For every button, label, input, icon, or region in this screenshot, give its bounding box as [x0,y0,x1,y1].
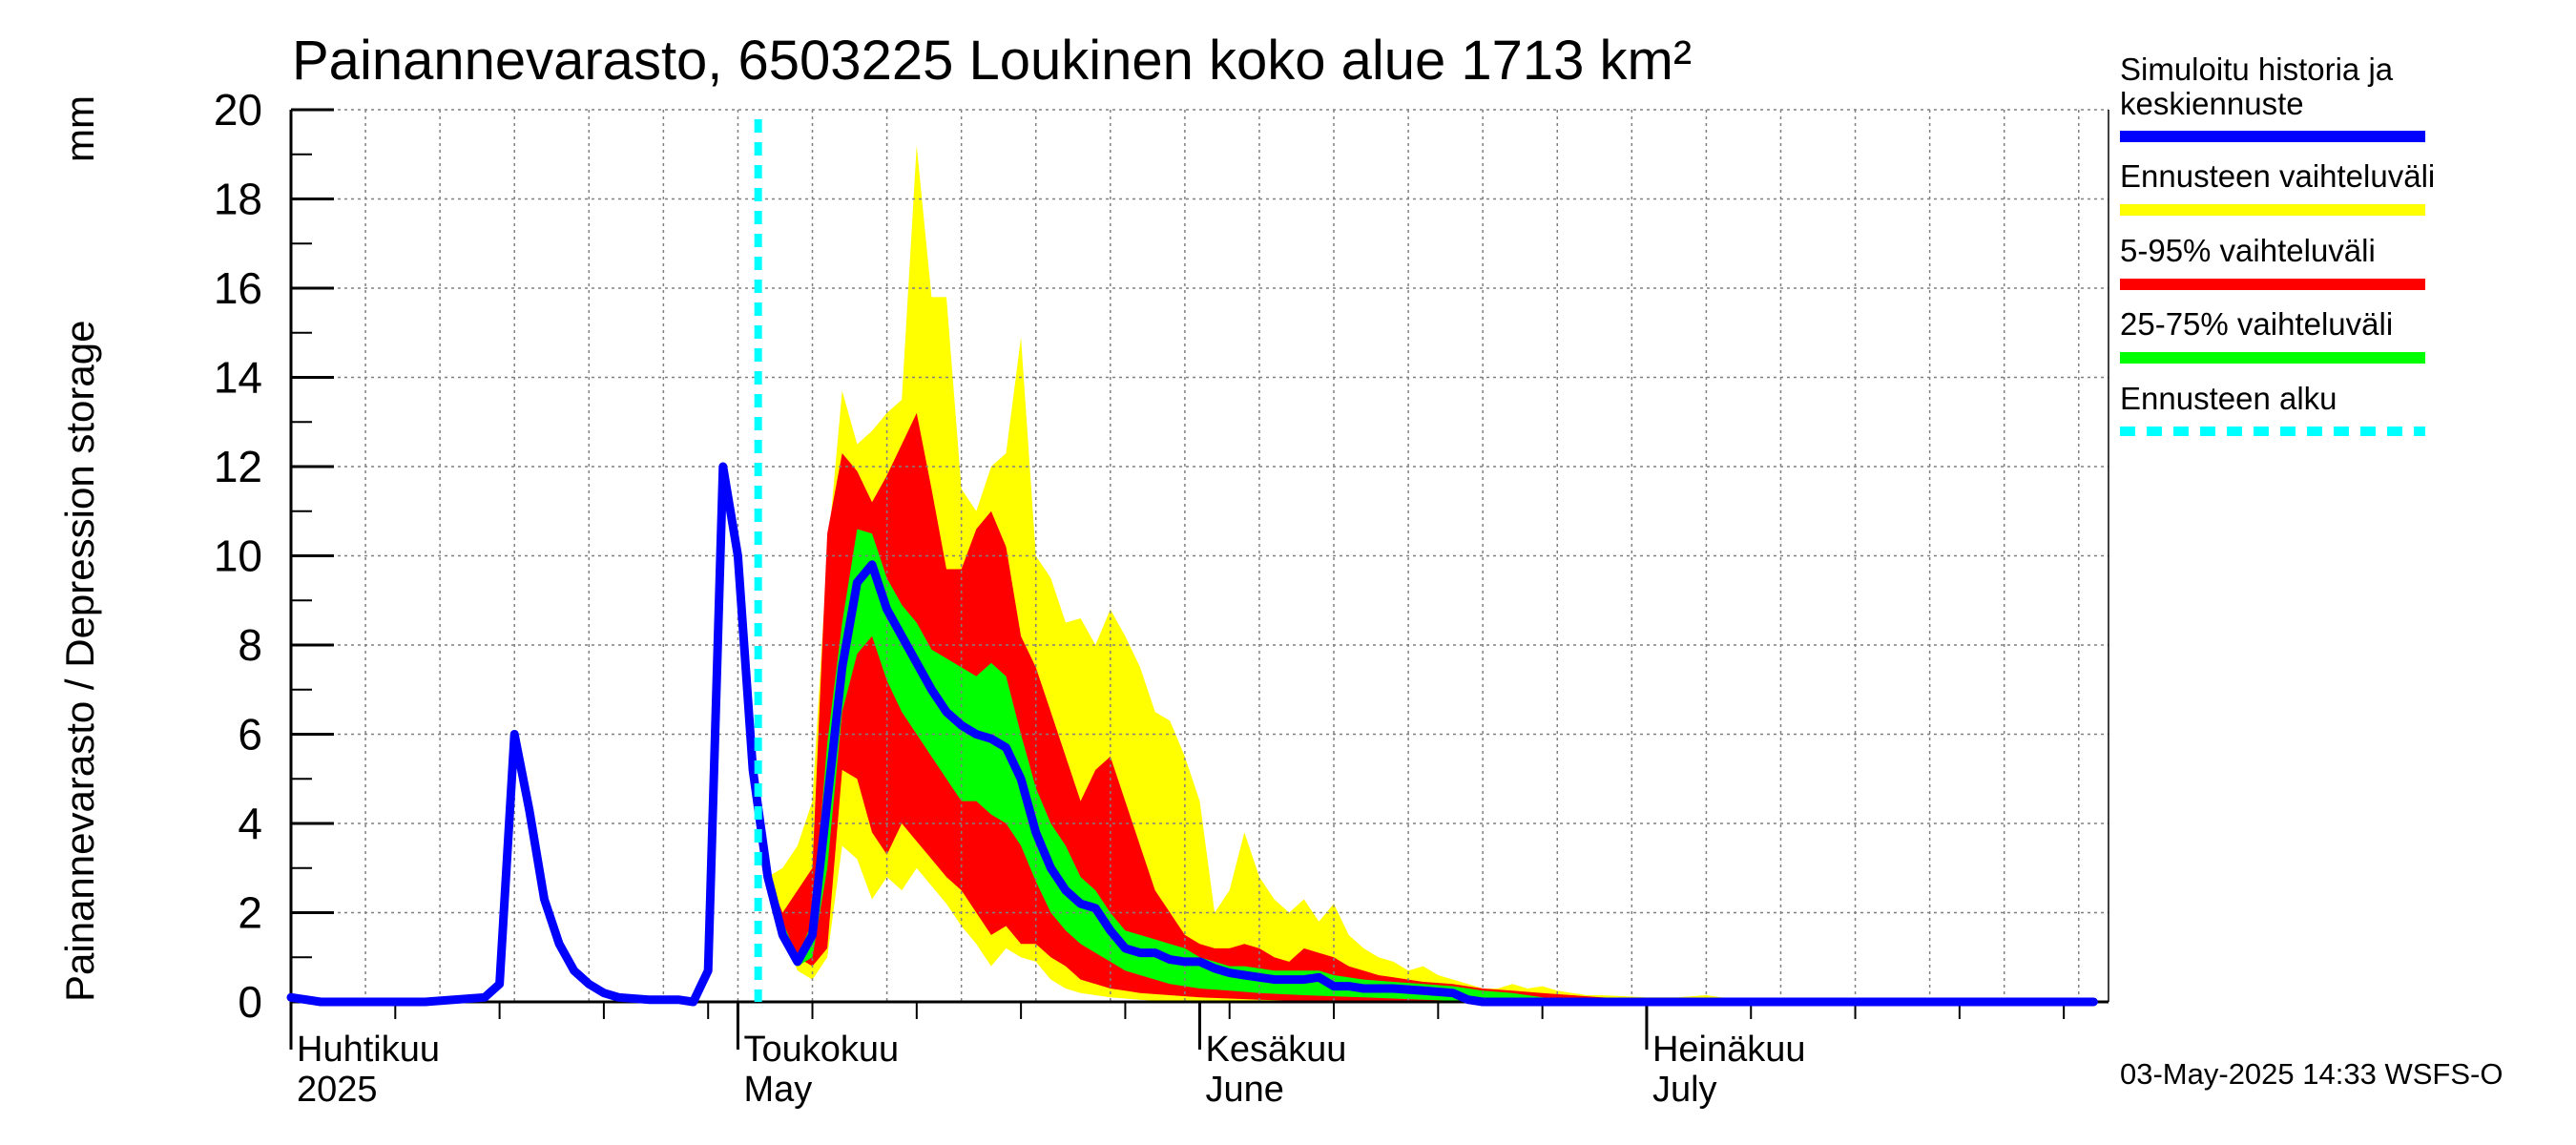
y-axis-label: Painannevarasto / Depression storage mm [57,95,103,1002]
y-tick-label: 20 [214,85,262,135]
forecast-bands [767,145,2094,1002]
y-tick-label: 4 [238,799,262,848]
x-month-label-en: May [743,1070,812,1110]
y-tick-label: 6 [238,710,262,760]
y-tick-label: 12 [214,442,262,491]
x-month-label-en: July [1652,1070,1717,1110]
band-range-5-95 [767,412,2094,1002]
chart-title: Painannevarasto, 6503225 Loukinen koko a… [292,30,1693,92]
legend-label-range-25-75: 25-75% vaihteluväli [2120,306,2394,342]
y-tick-label: 2 [238,888,262,938]
y-axis-title: Painannevarasto / Depression storage [57,320,102,1002]
legend-swatch-range-full [2120,204,2425,216]
legend-item-range-5-95: 5-95% vaihteluväli [2120,234,2376,268]
x-month-label-fi: Huhtikuu [297,1030,440,1070]
y-tick-label: 16 [214,263,262,313]
x-month-label-en: June [1206,1070,1284,1110]
legend-item-range-full: Ennusteen vaihteluväli [2120,159,2435,194]
x-month-label-fi: Kesäkuu [1206,1030,1347,1070]
y-tick-label: 18 [214,175,262,224]
legend-swatch-range-25-75 [2120,352,2425,364]
legend-item-forecast-start: Ennusteen alku [2120,382,2337,416]
timestamp-footer: 03-May-2025 14:33 WSFS-O [2120,1057,2503,1091]
legend-label-range-full: Ennusteen vaihteluväli [2120,158,2436,194]
y-tick-label: 0 [238,977,262,1027]
legend-item-history: Simuloitu historia ja keskiennuste [2120,52,2444,121]
series-line-history [286,462,2098,1007]
legend-label-forecast-start: Ennusteen alku [2120,381,2337,416]
legend-swatch-history [2120,131,2425,142]
legend-item-range-25-75: 25-75% vaihteluväli [2120,307,2393,342]
legend-swatch-range-5-95 [2120,279,2425,290]
y-tick-label: 14 [214,353,262,403]
x-month-label-fi: Heinäkuu [1652,1030,1806,1070]
y-axis-unit: mm [57,95,102,162]
legend-label-history: Simuloitu historia ja keskiennuste [2120,52,2394,121]
series-lines [286,119,2098,1007]
y-tick-label: 10 [214,531,262,581]
legend-swatch-forecast-start [2120,427,2425,436]
y-tick-label: 8 [238,620,262,670]
x-month-label-en: 2025 [297,1070,378,1110]
legend-label-range-5-95: 5-95% vaihteluväli [2120,233,2376,268]
x-month-label-fi: Toukokuu [743,1030,899,1070]
